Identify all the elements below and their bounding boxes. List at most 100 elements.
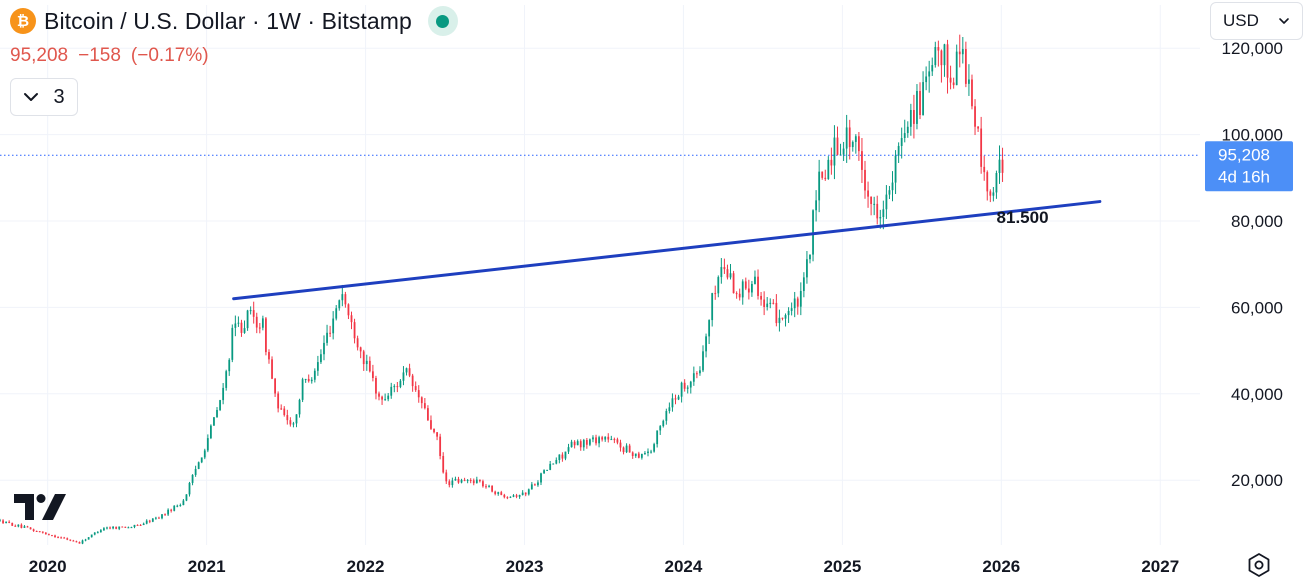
candle-body xyxy=(136,524,139,526)
candle-body xyxy=(164,514,166,516)
trendline-annotation: 81.500 xyxy=(997,208,1049,227)
candle-body xyxy=(75,541,78,543)
candle-body xyxy=(610,439,613,441)
candle-body xyxy=(222,387,225,401)
candle-body xyxy=(436,432,438,437)
y-tick-label: 80,000 xyxy=(1231,212,1283,231)
candle-body xyxy=(295,414,298,424)
candle-body xyxy=(830,159,833,166)
candle-body xyxy=(225,371,228,388)
candle-body xyxy=(983,166,986,173)
y-tick-label: 20,000 xyxy=(1231,471,1283,490)
candle-body xyxy=(399,380,402,387)
currency-select[interactable]: USD xyxy=(1210,2,1303,40)
candle-body xyxy=(604,436,607,440)
bitcoin-icon: ₿ xyxy=(10,8,36,34)
candle-body xyxy=(469,480,472,482)
candle-body xyxy=(466,480,469,482)
candle-body xyxy=(277,393,280,409)
candle-body xyxy=(249,310,252,312)
x-tick-label: 2026 xyxy=(982,557,1020,576)
candle-body xyxy=(497,492,500,494)
candle-body xyxy=(552,463,555,465)
candle-body xyxy=(864,169,866,191)
symbol-title[interactable]: Bitcoin / U.S. Dollar · 1W · Bitstamp xyxy=(44,7,412,34)
candle-body xyxy=(182,500,185,506)
candle-body xyxy=(99,530,102,533)
candle-body xyxy=(787,310,790,316)
candle-body xyxy=(857,136,860,152)
candle-body xyxy=(741,281,744,298)
candle-body xyxy=(84,539,87,541)
candle-body xyxy=(530,484,533,490)
y-axis[interactable]: 20,000 40,000 60,000 80,000 100,000 120,000 xyxy=(1222,39,1283,490)
candle-body xyxy=(717,277,720,294)
candle-body xyxy=(234,323,237,328)
candle-body xyxy=(280,408,283,410)
candle-body xyxy=(121,526,124,528)
chart-grid xyxy=(0,5,1200,545)
candle-body xyxy=(411,375,414,387)
candle-body xyxy=(124,526,127,528)
x-tick-label: 2021 xyxy=(188,557,226,576)
candle-body xyxy=(598,437,600,444)
tradingview-logo-icon[interactable] xyxy=(14,494,66,520)
candle-body xyxy=(671,398,674,408)
candle-body xyxy=(913,110,915,124)
candle-body xyxy=(628,445,631,453)
candle-body xyxy=(228,359,231,372)
bar-countdown: 4d 16h xyxy=(1218,167,1270,186)
candle-body xyxy=(524,492,527,495)
x-axis[interactable]: 2020 2021 2022 2023 2024 2025 2026 2027 xyxy=(29,557,1179,576)
candle-body xyxy=(870,196,873,205)
candle-body xyxy=(365,360,368,365)
candle-body xyxy=(127,527,130,529)
candle-body xyxy=(778,317,781,324)
candle-body xyxy=(216,410,218,418)
candle-body xyxy=(631,452,634,456)
candle-body xyxy=(815,200,817,211)
candle-body xyxy=(668,407,671,411)
price-change: −158 xyxy=(78,45,121,66)
candle-body xyxy=(460,479,463,483)
indicators-toggle-button[interactable]: 3 xyxy=(10,78,78,116)
candle-body xyxy=(974,106,976,127)
candle-body xyxy=(506,497,509,499)
candle-body xyxy=(304,378,307,380)
candle-body xyxy=(882,209,885,217)
candle-body xyxy=(378,393,380,397)
candle-body xyxy=(271,359,273,379)
trendline[interactable] xyxy=(232,200,1102,301)
candle-body xyxy=(720,267,723,278)
candle-body xyxy=(93,532,96,535)
candle-body xyxy=(735,293,738,295)
candle-body xyxy=(647,451,649,454)
candle-body xyxy=(625,445,628,453)
candle-body xyxy=(659,426,662,431)
candle-body xyxy=(57,537,59,539)
gear-icon[interactable] xyxy=(1246,552,1272,578)
candle-body xyxy=(26,526,29,528)
candle-body xyxy=(298,399,301,415)
candle-body xyxy=(335,308,338,319)
candle-body xyxy=(417,390,420,398)
candle-body xyxy=(543,470,545,474)
y-tick-label: 100,000 xyxy=(1222,126,1283,145)
candle-body xyxy=(518,494,521,497)
candle-body xyxy=(332,318,335,334)
candle-body xyxy=(393,386,396,388)
market-status[interactable] xyxy=(427,6,458,36)
candle-body xyxy=(252,310,255,317)
candle-body xyxy=(51,535,53,537)
candle-body xyxy=(292,423,295,425)
x-tick-label: 2020 xyxy=(29,557,67,576)
quote-line: 95,208 −158 (−0.17%) xyxy=(10,45,209,67)
candle-body xyxy=(903,133,906,139)
candle-body xyxy=(478,479,481,482)
candle-body xyxy=(313,370,316,380)
candle-body xyxy=(958,51,961,55)
candle-body xyxy=(793,298,796,309)
candle-body xyxy=(558,454,561,460)
candle-body xyxy=(998,159,1001,174)
